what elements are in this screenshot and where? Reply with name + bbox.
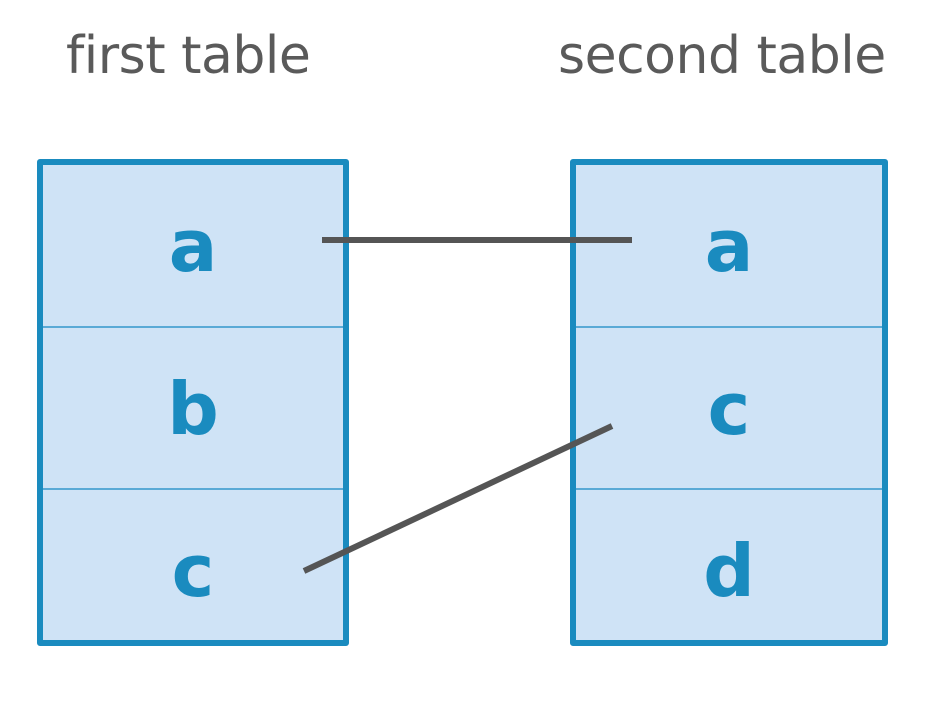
first-table: a b c [37, 159, 349, 646]
link-c-to-c [302, 423, 614, 574]
first-table-title: first table [66, 26, 311, 86]
second-table-row-2: c [576, 326, 882, 489]
first-table-row-3: c [43, 488, 343, 651]
second-table: a c d [570, 159, 888, 646]
first-table-row-1: a [168, 203, 218, 288]
second-table-row-1: a [704, 203, 754, 288]
first-table-row-2: b [43, 326, 343, 489]
second-table-title: second table [558, 26, 886, 86]
second-table-row-3: d [576, 488, 882, 651]
